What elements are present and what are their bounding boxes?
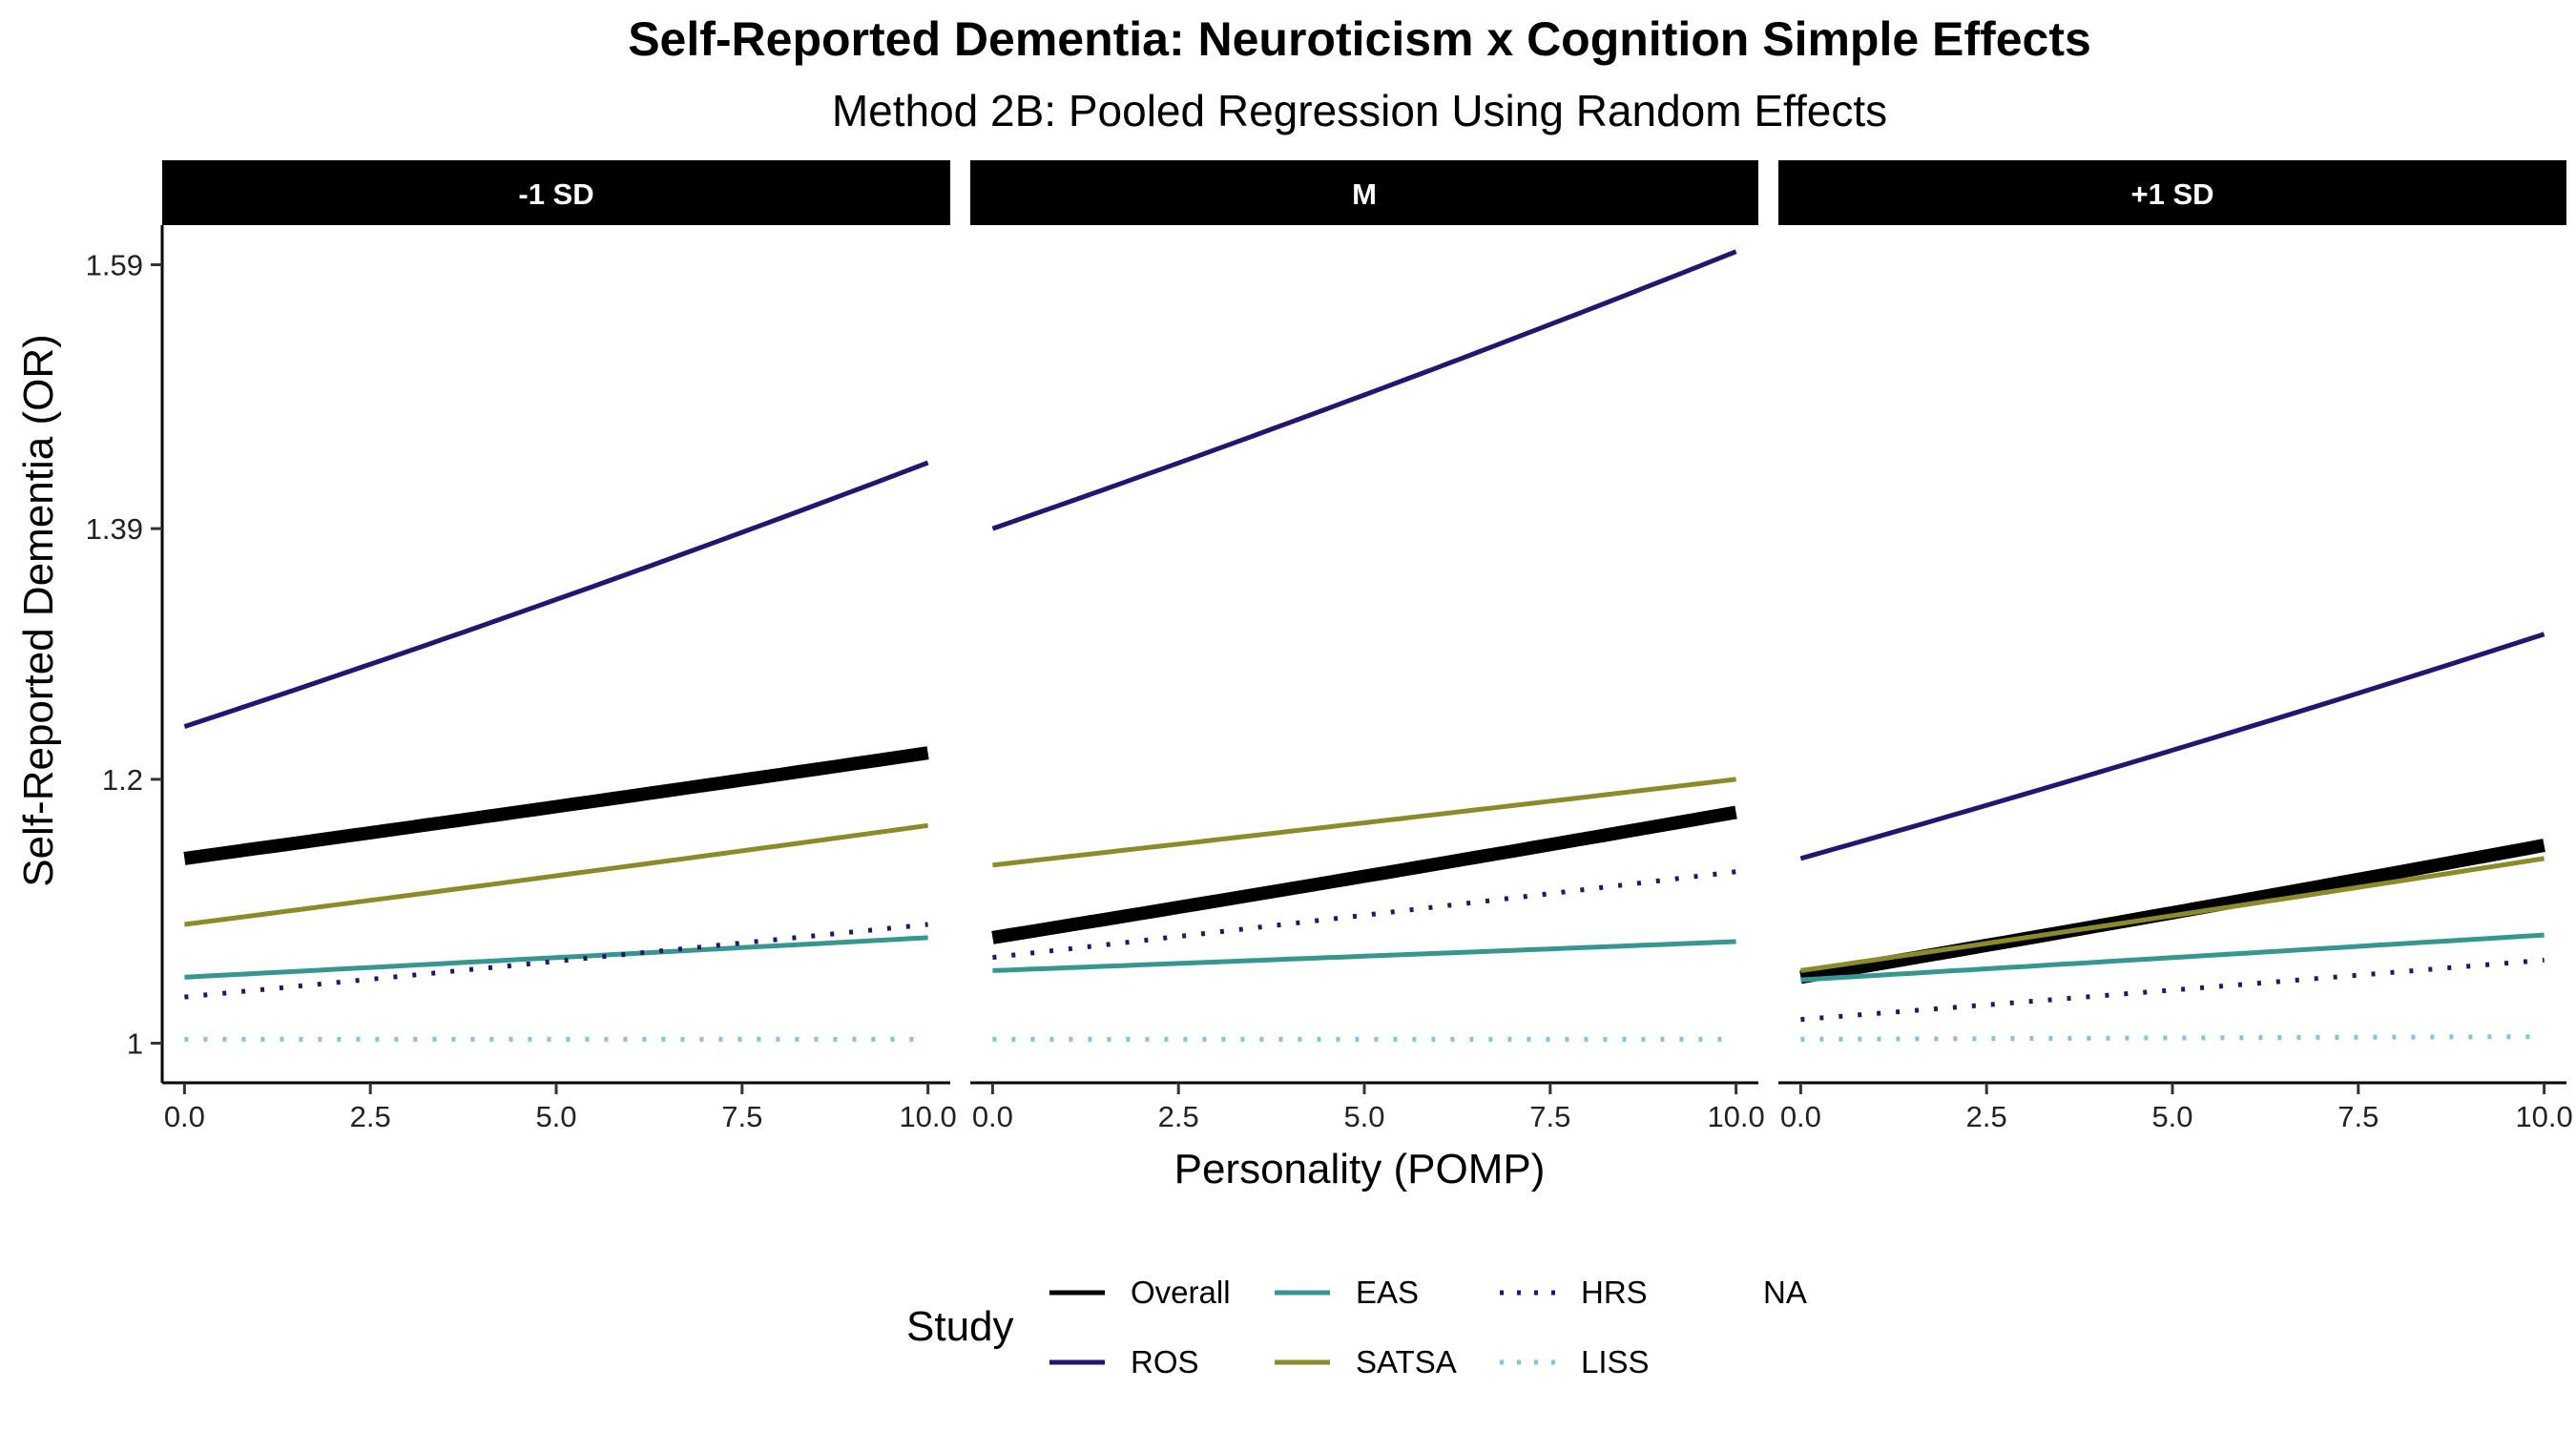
x-tick-label: 2.5 bbox=[1158, 1100, 1199, 1133]
panel-m: M 0.0 2.5 5.0 7.5 10.0 bbox=[970, 160, 1765, 1133]
x-tick-label: 0.0 bbox=[972, 1100, 1013, 1133]
facet-strip-label: +1 SD bbox=[2130, 177, 2213, 211]
legend-label: Overall bbox=[1131, 1275, 1231, 1310]
series-line-eas bbox=[1800, 932, 2545, 983]
series-line-eas bbox=[992, 939, 1736, 973]
legend-item-liss: LISS bbox=[1500, 1344, 1650, 1379]
y-tick-label: 1.2 bbox=[102, 763, 143, 797]
facet-strip-label: M bbox=[1352, 177, 1377, 211]
x-tick-label: 7.5 bbox=[721, 1100, 762, 1133]
legend-label: NA bbox=[1763, 1275, 1807, 1310]
legend-item-satsa: SATSA bbox=[1275, 1344, 1457, 1379]
y-axis-label: Self-Reported Dementia (OR) bbox=[15, 334, 62, 887]
legend-label: ROS bbox=[1131, 1344, 1199, 1379]
y-tick-label: 1 bbox=[127, 1027, 143, 1061]
chart-title: Self-Reported Dementia: Neuroticism x Co… bbox=[628, 12, 2091, 66]
facet-strip bbox=[970, 160, 1758, 225]
legend-label: SATSA bbox=[1356, 1344, 1457, 1379]
legend-item-na: NA bbox=[1763, 1275, 1807, 1310]
series-line-ros bbox=[991, 249, 1737, 531]
y-tick-label: 1.59 bbox=[86, 248, 143, 281]
x-tick-label: 10.0 bbox=[899, 1100, 956, 1133]
panel-1-sd: +1 SD 0.0 2.5 5.0 7.5 10.0 bbox=[1778, 160, 2573, 1133]
series-line-satsa bbox=[184, 822, 928, 927]
x-tick-label: 0.0 bbox=[1780, 1100, 1821, 1133]
legend-title: Study bbox=[906, 1303, 1014, 1350]
series-line-satsa bbox=[1800, 856, 2545, 973]
panel-1-sd: -1 SD 1 1.2 1.39 1.59 0.0 2.5 5.0 7.5 10.0 bbox=[86, 160, 957, 1133]
series-line-overall bbox=[991, 805, 1737, 944]
legend-label: EAS bbox=[1356, 1275, 1419, 1310]
series-line-hrs bbox=[1800, 957, 2545, 1023]
series-line-overall bbox=[183, 746, 929, 865]
x-tick-label: 5.0 bbox=[1343, 1100, 1384, 1133]
series-line-satsa bbox=[992, 777, 1736, 868]
x-tick-label: 2.5 bbox=[1966, 1100, 2007, 1133]
x-axis-label: Personality (POMP) bbox=[1174, 1146, 1546, 1192]
legend-item-hrs: HRS bbox=[1500, 1275, 1648, 1310]
series-line-hrs bbox=[184, 922, 928, 1000]
series-line-ros bbox=[1799, 632, 2545, 861]
x-tick-label: 7.5 bbox=[2337, 1100, 2379, 1133]
series-line-eas bbox=[184, 935, 928, 980]
x-tick-label: 2.5 bbox=[350, 1100, 391, 1133]
x-tick-label: 7.5 bbox=[1529, 1100, 1570, 1133]
x-tick-label: 0.0 bbox=[164, 1100, 205, 1133]
series-line-ros bbox=[183, 460, 929, 729]
legend-item-overall: Overall bbox=[1049, 1275, 1231, 1310]
chart-subtitle: Method 2B: Pooled Regression Using Rando… bbox=[832, 86, 1887, 135]
x-tick-label: 5.0 bbox=[535, 1100, 576, 1133]
series-line-liss bbox=[1800, 1034, 2545, 1042]
legend-item-eas: EAS bbox=[1275, 1275, 1419, 1310]
y-tick-label: 1.39 bbox=[86, 512, 143, 546]
x-tick-label: 10.0 bbox=[1707, 1100, 1764, 1133]
legend: Study Overall ROS EAS SATSA HRS LISS NA bbox=[906, 1275, 1807, 1379]
x-tick-label: 5.0 bbox=[2151, 1100, 2192, 1133]
series-line-overall bbox=[1799, 839, 2545, 985]
legend-item-ros: ROS bbox=[1049, 1344, 1199, 1379]
x-tick-label: 10.0 bbox=[2515, 1100, 2572, 1133]
legend-label: LISS bbox=[1581, 1344, 1650, 1379]
facet-strip bbox=[162, 160, 950, 225]
legend-label: HRS bbox=[1581, 1275, 1648, 1310]
facet-strip-label: -1 SD bbox=[518, 177, 593, 211]
panels: -1 SD 1 1.2 1.39 1.59 0.0 2.5 5.0 7.5 10.0 M 0.0 2.5… bbox=[86, 160, 2573, 1133]
facet-strip bbox=[1778, 160, 2566, 225]
